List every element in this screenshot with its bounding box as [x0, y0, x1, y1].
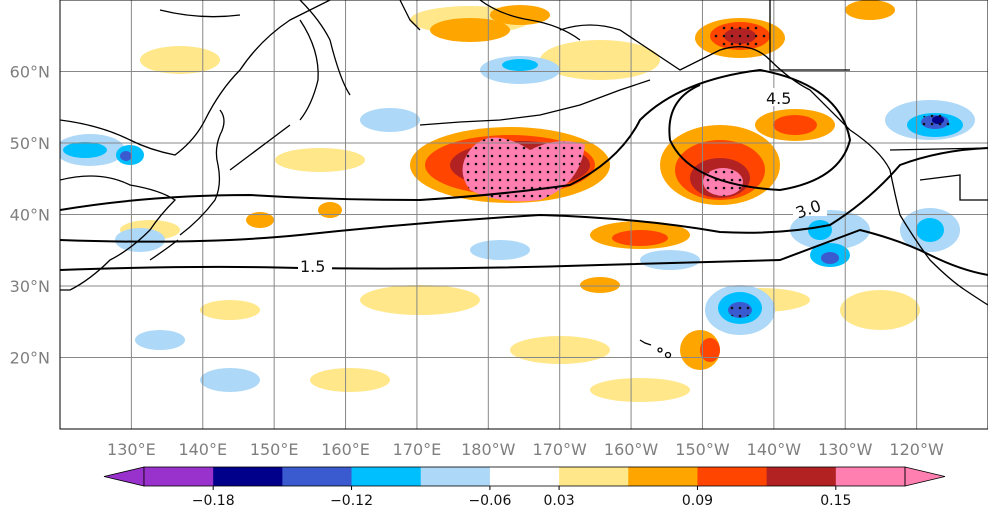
contour-4.5: [60, 68, 852, 211]
x-tick-label: 140°W: [747, 440, 802, 459]
x-tick-label: 180°W: [461, 440, 516, 459]
colorbar-segment: [835, 467, 906, 486]
y-tick-label: 40°N: [10, 206, 50, 225]
y-tick-label: 50°N: [10, 134, 50, 153]
y-tick-label: 20°N: [10, 349, 50, 368]
colorbar-segment: [697, 467, 768, 486]
y-tick-label: 30°N: [10, 277, 50, 296]
x-tick-label: 160°E: [321, 440, 370, 459]
colorbar-segment: [766, 467, 837, 486]
x-tick-label: 170°W: [533, 440, 588, 459]
colorbar-tick-label: −0.18: [192, 493, 235, 509]
colorbar-tick-label: 0.15: [820, 493, 851, 509]
contour-label-4.5: 4.5: [766, 89, 791, 108]
colorbar-segment: [144, 467, 214, 486]
x-tick-label: 140°E: [178, 440, 227, 459]
colorbar-tick-label: 0.03: [544, 493, 575, 509]
x-tick-label: 120°W: [889, 440, 944, 459]
plot-frame: [59, 0, 988, 430]
x-tick-label: 170°E: [393, 440, 442, 459]
x-tick-label: 150°W: [675, 440, 730, 459]
colorbar-segment: [628, 467, 698, 486]
colorbar-segment: [420, 467, 491, 486]
contour-1.5: [60, 228, 988, 276]
coastlines: [60, 0, 988, 359]
contour-labels: 1.5 3.0 4.5: [298, 88, 827, 276]
x-tick-label: 160°W: [604, 440, 659, 459]
mean-contours: [60, 68, 988, 276]
colorbar-tick-label: −0.06: [468, 493, 511, 509]
colorbar-extend-high: [904, 466, 946, 487]
y-tick-labels: 20°N 30°N 40°N 50°N 60°N: [10, 63, 50, 368]
colorbar-tick-labels: −0.18 −0.12 −0.06 0.03 0.09 0.15: [192, 486, 851, 509]
x-tick-label: 150°E: [250, 440, 299, 459]
colorbar-segment: [559, 467, 629, 486]
colorbar-tick-label: −0.12: [330, 493, 373, 509]
y-tick-label: 60°N: [10, 63, 50, 82]
colorbar-tick-label: 0.09: [682, 493, 713, 509]
contour-label-1.5: 1.5: [300, 257, 325, 276]
x-tick-label: 130°W: [818, 440, 873, 459]
x-tick-label: 130°E: [107, 440, 156, 459]
colorbar-segment: [489, 467, 560, 486]
colorbar-extend-low: [103, 466, 145, 487]
colorbar-segment: [351, 467, 422, 486]
colorbar-outline: [143, 466, 906, 487]
colorbar-segment: [282, 467, 353, 486]
colorbar: [103, 466, 946, 487]
gridlines: [60, 0, 988, 429]
x-tick-labels: 130°E 140°E 150°E 160°E 170°E 180°W 170°W 160°W…: [107, 440, 944, 459]
contour-3.0: [60, 147, 988, 243]
colorbar-segment: [213, 467, 283, 486]
